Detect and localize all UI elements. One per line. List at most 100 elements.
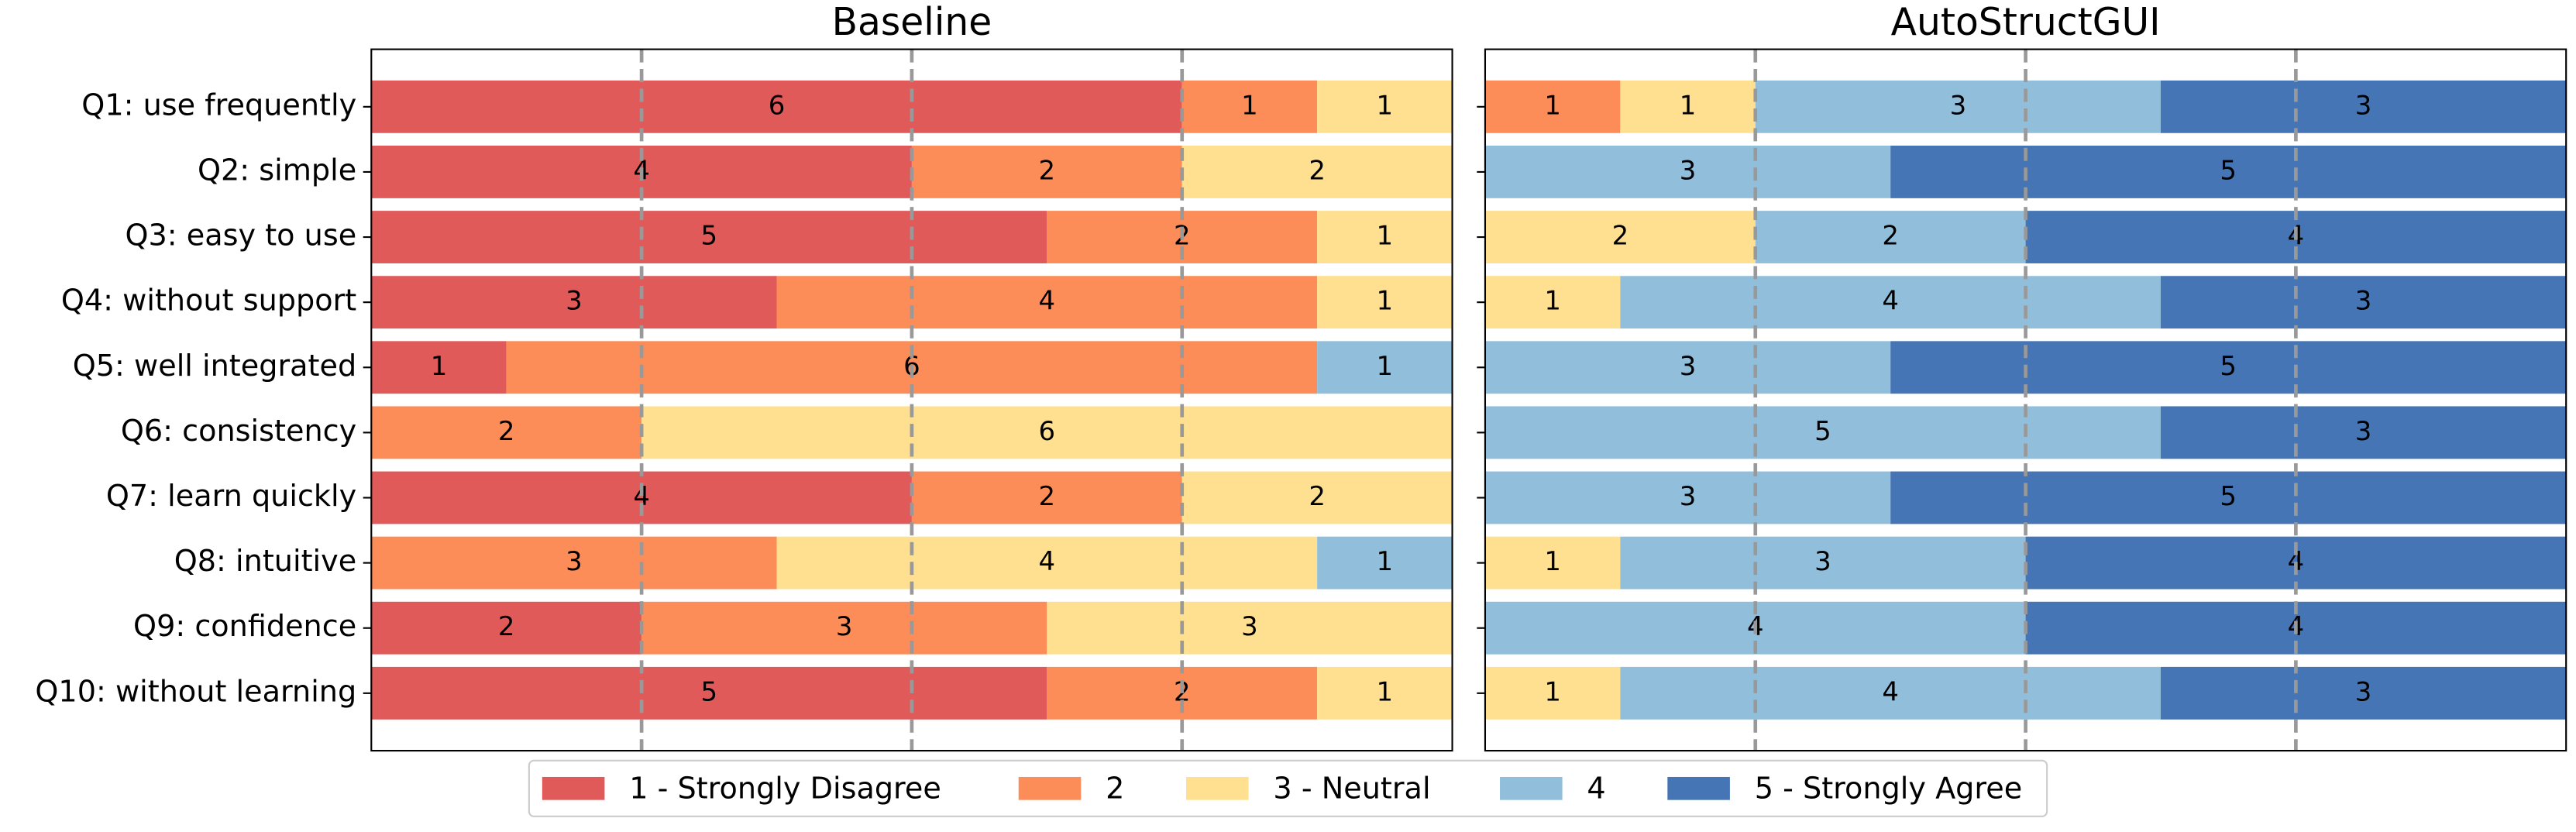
axes-frame xyxy=(370,48,1453,752)
data-label: 4 xyxy=(2288,546,2305,576)
bar-segment xyxy=(1890,146,2567,198)
data-label: 3 xyxy=(1241,611,1258,641)
bar-segment xyxy=(1890,341,2567,394)
bar-segment xyxy=(371,666,1047,720)
legend-swatch xyxy=(542,776,605,800)
y-tick-label: Q3: easy to use xyxy=(125,218,356,253)
bar-segment xyxy=(1620,666,2161,720)
bar-segment xyxy=(911,146,1182,198)
y-tick-label: Q8: intuitive xyxy=(174,544,356,578)
data-label: 5 xyxy=(1814,416,1831,446)
bar-segment xyxy=(1484,536,1621,590)
bar-segment xyxy=(1484,211,1756,263)
data-label: 5 xyxy=(701,221,718,251)
legend-label: 2 xyxy=(1106,771,1124,805)
data-label: 1 xyxy=(1377,286,1394,316)
bar-segment xyxy=(371,80,1182,133)
legend-swatch xyxy=(1186,776,1249,800)
bar-segment xyxy=(371,601,642,655)
bar-segment xyxy=(1317,276,1453,329)
bar-segment xyxy=(371,406,642,459)
bar-segment xyxy=(2160,276,2567,329)
data-label: 4 xyxy=(1882,676,1899,707)
data-label: 3 xyxy=(2355,676,2372,707)
data-label: 1 xyxy=(1544,546,1561,576)
data-label: 1 xyxy=(1377,351,1394,381)
data-label: 1 xyxy=(1680,90,1697,120)
data-label: 3 xyxy=(566,546,583,576)
data-label: 1 xyxy=(431,351,448,381)
bar-segment xyxy=(1047,601,1453,655)
data-label: 3 xyxy=(1680,155,1697,185)
bar-segment xyxy=(1317,666,1453,720)
bar-segment xyxy=(1890,471,2567,524)
legend-label: 1 - Strongly Disagree xyxy=(629,771,941,805)
bar-segment xyxy=(1317,211,1453,263)
data-label: 2 xyxy=(1039,155,1056,185)
bar-segment xyxy=(1484,666,1621,720)
y-tick-label: Q4: without support xyxy=(61,284,356,318)
legend-box xyxy=(528,759,2048,817)
data-label: 4 xyxy=(1039,286,1056,316)
data-label: 5 xyxy=(2220,351,2237,381)
y-tick-label: Q9: confidence xyxy=(133,609,356,643)
data-label: 6 xyxy=(769,90,786,120)
data-label: 1 xyxy=(1544,286,1561,316)
bar-segment xyxy=(371,536,777,590)
bar-segment xyxy=(1484,146,1891,198)
y-tick-label: Q2: simple xyxy=(198,153,356,187)
bar-segment xyxy=(2160,666,2567,720)
data-label: 3 xyxy=(2355,416,2372,446)
data-label: 1 xyxy=(1241,90,1258,120)
bar-segment xyxy=(641,406,1453,459)
data-label: 6 xyxy=(1039,416,1056,446)
data-label: 5 xyxy=(2220,155,2237,185)
data-label: 2 xyxy=(1612,221,1629,251)
legend-swatch xyxy=(1500,776,1563,800)
axes-frame xyxy=(1484,48,2567,752)
bar-segment xyxy=(641,601,1047,655)
bar-segment xyxy=(1484,471,1891,524)
data-label: 4 xyxy=(633,481,650,511)
bar-segment xyxy=(911,471,1182,524)
data-label: 1 xyxy=(1377,90,1394,120)
bar-segment xyxy=(1181,471,1453,524)
bar-segment xyxy=(1620,276,2161,329)
bar-segment xyxy=(1181,80,1318,133)
data-label: 1 xyxy=(1377,676,1394,707)
bar-segment xyxy=(1755,80,2161,133)
y-tick-label: Q10: without learning xyxy=(35,674,356,708)
bar-segment xyxy=(371,211,1047,263)
legend-swatch xyxy=(1018,776,1082,800)
legend-label: 5 - Strongly Agree xyxy=(1755,771,2023,805)
bar-segment xyxy=(1317,80,1453,133)
data-label: 2 xyxy=(1309,155,1326,185)
y-tick-label: Q7: learn quickly xyxy=(106,479,356,513)
data-label: 2 xyxy=(498,416,515,446)
bar-segment xyxy=(776,276,1318,329)
y-tick-label: Q1: use frequently xyxy=(81,88,356,122)
data-label: 3 xyxy=(836,611,853,641)
bar-segment xyxy=(776,536,1318,590)
data-label: 3 xyxy=(2355,90,2372,120)
legend-label: 3 - Neutral xyxy=(1273,771,1430,805)
bar-segment xyxy=(1317,536,1453,590)
bar-segment xyxy=(371,276,777,329)
data-label: 3 xyxy=(1950,90,1967,120)
data-label: 1 xyxy=(1377,221,1394,251)
data-label: 5 xyxy=(701,676,718,707)
data-label: 2 xyxy=(498,611,515,641)
data-label: 3 xyxy=(1680,351,1697,381)
data-label: 3 xyxy=(566,286,583,316)
bar-segment xyxy=(1484,406,2161,459)
data-label: 2 xyxy=(1882,221,1899,251)
data-label: 1 xyxy=(1377,546,1394,576)
y-tick-label: Q6: consistency xyxy=(121,414,356,448)
legend-label: 4 xyxy=(1587,771,1605,805)
bar-segment xyxy=(1484,80,1621,133)
legend-swatch xyxy=(1667,776,1730,800)
bar-segment xyxy=(1484,341,1891,394)
chart-title: AutoStructGUI xyxy=(1891,1,2161,44)
bar-segment xyxy=(1317,341,1453,394)
